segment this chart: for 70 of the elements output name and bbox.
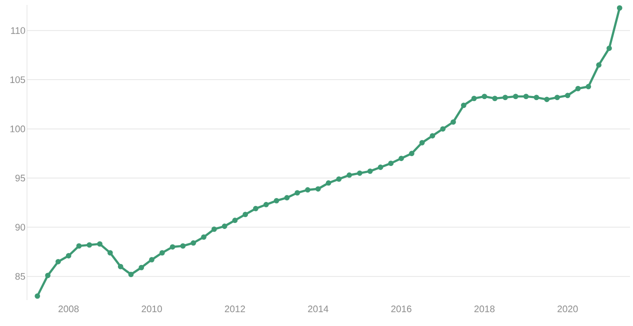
y-tick-label: 85: [15, 273, 26, 280]
point: [460, 102, 466, 108]
x-tick-label: 2014: [308, 306, 328, 312]
point: [159, 250, 165, 256]
point: [97, 241, 102, 247]
y-tick-label: 105: [10, 76, 26, 84]
point: [56, 258, 61, 264]
point: [118, 264, 124, 270]
point: [388, 160, 394, 166]
point: [398, 156, 404, 162]
point: [326, 180, 332, 186]
y-tick-label: 110: [11, 27, 26, 34]
point: [482, 94, 488, 100]
point: [378, 164, 384, 170]
point: [201, 234, 206, 240]
y-tick-label: 100: [10, 126, 26, 132]
point: [408, 150, 414, 156]
point: [336, 176, 342, 182]
point: [471, 96, 477, 102]
point: [586, 84, 592, 90]
point: [190, 240, 196, 246]
y-tick-label: 95: [15, 174, 26, 182]
point: [512, 94, 518, 100]
y-tick-label: 90: [15, 224, 26, 231]
x-tick-label: 2008: [58, 306, 79, 312]
point: [554, 94, 560, 100]
point: [107, 250, 113, 256]
point: [232, 218, 238, 224]
x-tick-label: 2018: [474, 306, 495, 312]
point: [357, 170, 362, 176]
point: [305, 187, 310, 193]
point: [564, 92, 570, 98]
point: [367, 168, 373, 174]
x-tick-label: 2010: [142, 306, 162, 312]
point: [616, 5, 622, 11]
point: [222, 224, 228, 229]
point: [450, 119, 456, 125]
point: [66, 253, 72, 258]
point: [544, 96, 550, 102]
point: [315, 186, 321, 192]
point: [138, 264, 144, 270]
point: [430, 133, 436, 138]
point: [45, 272, 50, 278]
point: [86, 242, 92, 248]
point: [128, 272, 134, 278]
point: [284, 195, 290, 200]
point: [575, 86, 581, 92]
x-tick-label: 2016: [391, 306, 412, 312]
point: [242, 212, 248, 218]
point: [170, 244, 176, 250]
point: [502, 94, 508, 100]
point: [76, 243, 82, 249]
point: [492, 96, 498, 102]
point: [346, 172, 352, 178]
point: [294, 190, 300, 196]
point: [440, 126, 446, 132]
point: [523, 94, 529, 100]
point: [534, 94, 540, 100]
point: [606, 46, 612, 51]
point: [263, 202, 269, 208]
point: [211, 226, 217, 232]
point: [419, 140, 425, 146]
x-tick-label: 2012: [224, 306, 245, 312]
point: [149, 256, 154, 262]
point: [253, 206, 258, 212]
point: [34, 293, 40, 299]
point: [180, 243, 186, 249]
x-tick-label: 2020: [558, 306, 578, 312]
point: [596, 62, 602, 68]
point: [274, 198, 280, 204]
